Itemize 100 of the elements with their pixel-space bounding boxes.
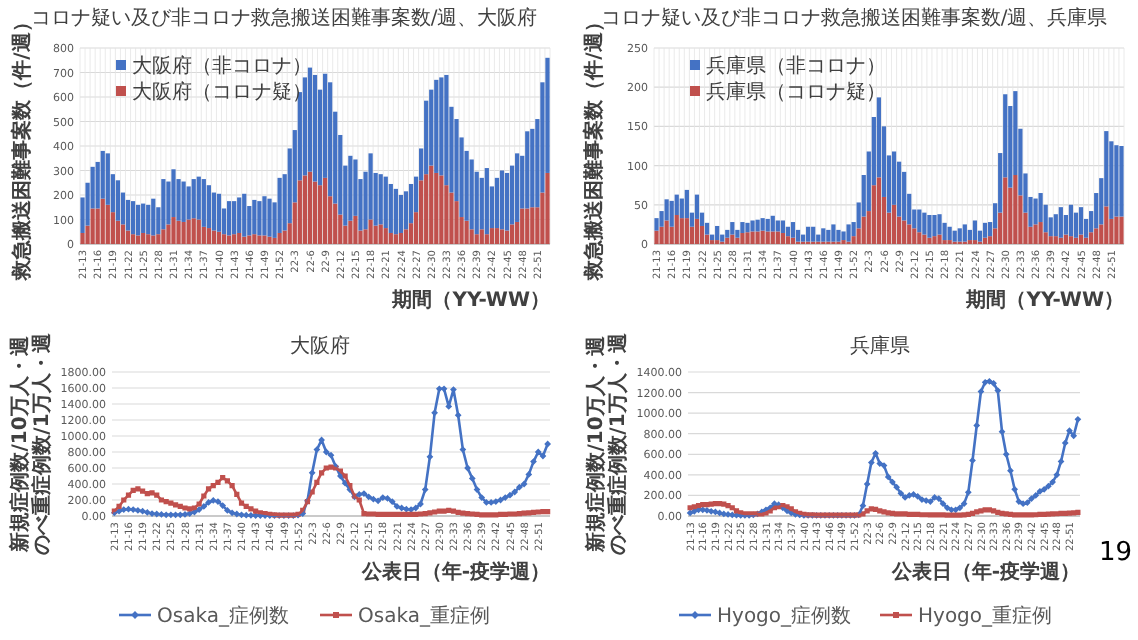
bar [297, 180, 302, 244]
bar [434, 79, 439, 173]
bar [125, 199, 131, 231]
bar [504, 172, 510, 231]
bar [735, 237, 740, 244]
bar [684, 189, 689, 219]
bar [146, 204, 151, 235]
bar [201, 226, 206, 244]
bar [932, 236, 937, 244]
bar [740, 233, 745, 244]
bar [464, 220, 469, 244]
chart-title: コロナ疑い及び非コロナ救急搬送困難事案数/週、兵庫県 [600, 6, 1108, 30]
bar [383, 176, 388, 229]
bar [942, 222, 947, 241]
bar [115, 220, 121, 244]
bar [760, 230, 765, 244]
bar [715, 225, 720, 241]
bar [262, 235, 267, 244]
legend-label: 大阪府（非コロナ） [132, 54, 312, 78]
bar [196, 219, 201, 244]
bar [1033, 198, 1038, 225]
bar [755, 219, 760, 232]
legend-label: Osaka_症例数 [157, 604, 289, 628]
bar [654, 230, 659, 244]
bar [171, 217, 176, 244]
bar [136, 235, 141, 244]
bar [469, 159, 474, 230]
bar [191, 218, 196, 244]
bar [130, 234, 136, 244]
bar [333, 203, 338, 244]
bar [469, 229, 474, 244]
bar [115, 180, 121, 221]
bar [105, 204, 110, 244]
bar [247, 235, 252, 244]
bar [211, 192, 217, 231]
bar [515, 153, 520, 222]
bar [770, 215, 775, 232]
bar [987, 236, 993, 244]
bar [125, 230, 131, 244]
bar [962, 224, 967, 242]
bar [679, 198, 684, 219]
bar [499, 170, 505, 230]
bar [419, 180, 424, 244]
bar [161, 179, 166, 230]
bar [922, 212, 927, 235]
bar [398, 195, 404, 233]
bar [429, 165, 434, 244]
bar [252, 234, 257, 244]
legend-label: 大阪府（コロナ疑） [132, 80, 312, 104]
bar [221, 234, 227, 244]
bar [545, 172, 550, 244]
bar [689, 226, 695, 244]
bar [110, 212, 115, 244]
bar [669, 200, 674, 227]
text: 19 [1098, 538, 1132, 568]
bar [206, 228, 211, 244]
bar [494, 177, 500, 229]
x-axis-title: 公表日（年-疫学週） [359, 560, 550, 584]
bar [937, 234, 942, 244]
bar [302, 175, 308, 244]
bar [1053, 236, 1058, 244]
bar [720, 234, 725, 242]
bar [525, 131, 530, 209]
bar [937, 214, 942, 235]
bar [489, 228, 495, 244]
bar [745, 232, 750, 244]
bar [525, 208, 530, 244]
bar [322, 177, 328, 244]
bar [378, 224, 383, 244]
bar [434, 172, 439, 244]
bar [1119, 216, 1124, 244]
bar [277, 232, 282, 244]
bar [902, 220, 907, 244]
x-axis-title: 期間（YY-WW） [964, 288, 1124, 312]
bar [262, 196, 267, 236]
legend-label: Hyogo_症例数 [717, 604, 852, 628]
bar [1089, 232, 1094, 244]
bar [176, 220, 181, 244]
bar [775, 220, 780, 232]
bar [1114, 216, 1119, 244]
y-axis-title: 新規症例数/10万人・週のべ重症例数/1万人・週 [8, 331, 54, 555]
bar [474, 234, 479, 244]
bar [780, 233, 785, 244]
bar [725, 229, 730, 238]
bar [982, 222, 988, 238]
bar [765, 218, 770, 232]
bar [1058, 207, 1063, 238]
bar [851, 236, 856, 244]
bar [831, 224, 836, 242]
bar [1094, 228, 1099, 244]
bar [780, 220, 785, 234]
bar [232, 201, 237, 235]
bar [181, 181, 186, 222]
bar [730, 234, 735, 244]
bar [699, 225, 705, 244]
bar [403, 191, 409, 230]
bar [927, 214, 932, 238]
bar [826, 229, 831, 242]
bar [811, 226, 816, 242]
bar [664, 199, 669, 221]
